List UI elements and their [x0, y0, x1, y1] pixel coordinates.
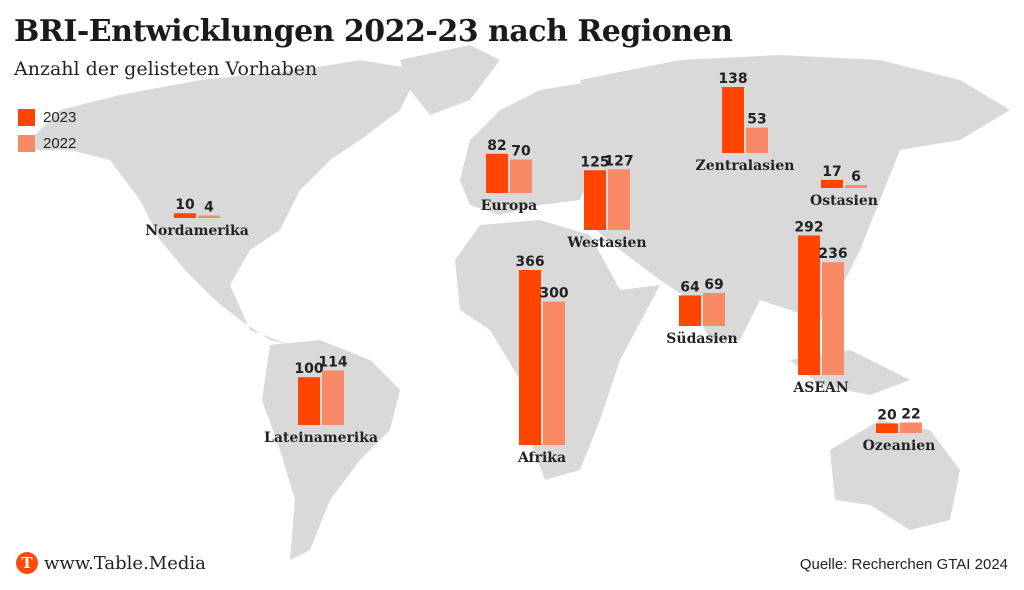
value-label-ostasien-2023: 17: [822, 164, 841, 180]
region-label-westasien: Westasien: [566, 235, 646, 251]
bar-westasien-2022: [608, 169, 630, 230]
bar-ozeanien-2022: [900, 422, 922, 433]
legend-item-2022: 2022: [18, 130, 76, 156]
bar-europa-2023: [486, 153, 508, 193]
bar-afrika-2023: [519, 270, 541, 445]
value-label-ozeanien-2022: 22: [901, 406, 920, 422]
asia-shape: [580, 55, 1010, 340]
bar-suedasien-2022: [703, 293, 725, 326]
legend: 2023 2022: [18, 104, 76, 156]
value-label-afrika-2022: 300: [539, 286, 568, 302]
value-label-zentralasien-2022: 53: [747, 112, 766, 128]
value-label-asean-2022: 236: [818, 246, 847, 262]
south-america-shape: [262, 340, 400, 560]
region-label-suedasien: Südasien: [666, 331, 737, 347]
value-label-lateinamerika-2022: 114: [318, 355, 347, 371]
table-media-logo-icon: T: [16, 552, 38, 574]
legend-label-2023: 2023: [43, 108, 77, 126]
bar-ostasien-2023: [821, 179, 843, 188]
legend-item-2023: 2023: [18, 104, 76, 130]
greenland-shape: [400, 45, 500, 115]
bar-westasien-2023: [584, 170, 606, 230]
value-label-europa-2023: 82: [487, 138, 506, 154]
bar-zentralasien-2023: [722, 87, 744, 153]
bar-zentralasien-2022: [746, 127, 768, 153]
legend-swatch-2022: [18, 134, 35, 152]
value-label-suedasien-2022: 69: [704, 277, 723, 293]
value-label-nordamerika-2022: 4: [204, 200, 214, 216]
value-label-ozeanien-2023: 20: [877, 407, 897, 423]
bar-ozeanien-2023: [876, 423, 898, 433]
region-label-nordamerika: Nordamerika: [145, 223, 249, 239]
region-label-ozeanien: Ozeanien: [863, 438, 936, 454]
chart-title: BRI-Entwicklungen 2022-23 nach Regionen: [14, 14, 733, 49]
region-label-lateinamerika: Lateinamerika: [264, 430, 378, 446]
legend-swatch-2023: [18, 108, 35, 126]
value-label-westasien-2022: 127: [604, 153, 633, 169]
value-label-westasien-2023: 125: [580, 154, 609, 170]
value-label-suedasien-2023: 64: [680, 279, 700, 295]
value-label-zentralasien-2023: 138: [718, 71, 747, 87]
value-label-lateinamerika-2023: 100: [294, 361, 323, 377]
value-label-afrika-2023: 366: [515, 254, 544, 270]
value-label-nordamerika-2023: 10: [175, 197, 195, 213]
bar-suedasien-2023: [679, 295, 701, 326]
region-label-zentralasien: Zentralasien: [696, 158, 795, 174]
source-note: Quelle: Recherchen GTAI 2024: [799, 556, 1008, 573]
site-link[interactable]: www.Table.Media: [44, 552, 206, 574]
bar-lateinamerika-2022: [322, 370, 344, 425]
bar-nordamerika-2023: [174, 213, 196, 218]
value-label-ostasien-2022: 6: [851, 169, 861, 185]
value-label-europa-2022: 70: [511, 144, 531, 160]
region-label-europa: Europa: [481, 198, 537, 214]
north-america-shape: [20, 60, 420, 345]
bar-ostasien-2022: [845, 185, 867, 188]
region-label-ostasien: Ostasien: [810, 193, 878, 209]
chart-subtitle: Anzahl der gelisteten Vorhaben: [14, 58, 318, 80]
legend-label-2022: 2022: [43, 134, 77, 152]
bar-europa-2022: [510, 159, 532, 193]
value-label-asean-2023: 292: [794, 219, 823, 235]
australia-shape: [830, 420, 960, 530]
table-media-brand[interactable]: T www.Table.Media: [16, 552, 206, 574]
bar-afrika-2022: [543, 301, 565, 445]
bar-asean-2023: [798, 235, 820, 375]
bar-nordamerika-2022: [198, 215, 220, 218]
bar-asean-2022: [822, 262, 844, 375]
region-label-asean: ASEAN: [792, 380, 849, 396]
region-label-afrika: Afrika: [517, 450, 566, 466]
bar-lateinamerika-2023: [298, 377, 320, 425]
